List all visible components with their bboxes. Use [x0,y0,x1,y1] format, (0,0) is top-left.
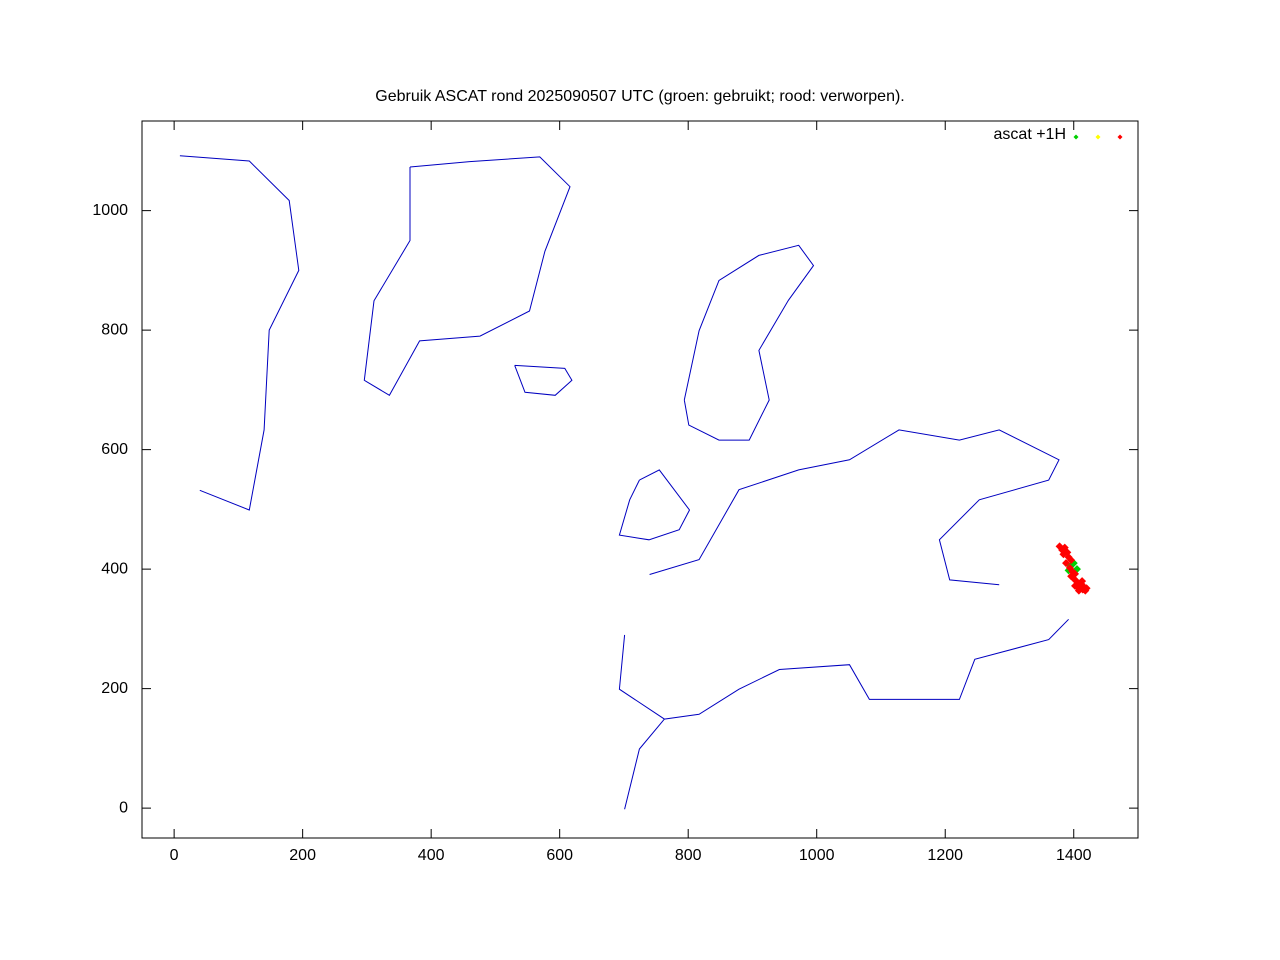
plot-frame [141,120,1139,839]
data-point [1078,577,1087,586]
data-point [1062,559,1071,568]
legend-label: ascat +1H [994,126,1066,143]
y-tick-label: 400 [101,560,128,577]
y-tick-label: 1000 [92,202,128,219]
data-point [1074,586,1083,595]
x-tick-label: 1000 [799,847,835,864]
x-tick-label: 800 [675,847,702,864]
x-tick-label: 1400 [1056,847,1092,864]
y-tick-label: 0 [119,799,128,816]
x-tick-label: 600 [546,847,573,864]
legend-marker [1117,134,1123,140]
chart-title: Gebruik ASCAT rond 2025090507 UTC (groen… [375,88,904,105]
x-tick-label: 200 [289,847,316,864]
y-tick-label: 800 [101,321,128,338]
coastline [179,155,1069,810]
legend-marker [1073,134,1079,140]
y-tick-label: 200 [101,680,128,697]
x-tick-label: 0 [170,847,179,864]
data-point [1059,550,1068,559]
legend-marker [1095,134,1101,140]
x-tick-label: 1200 [927,847,963,864]
data-point [1067,556,1076,565]
y-tick-label: 600 [101,441,128,458]
x-tick-label: 400 [418,847,445,864]
data-point [1082,584,1091,593]
